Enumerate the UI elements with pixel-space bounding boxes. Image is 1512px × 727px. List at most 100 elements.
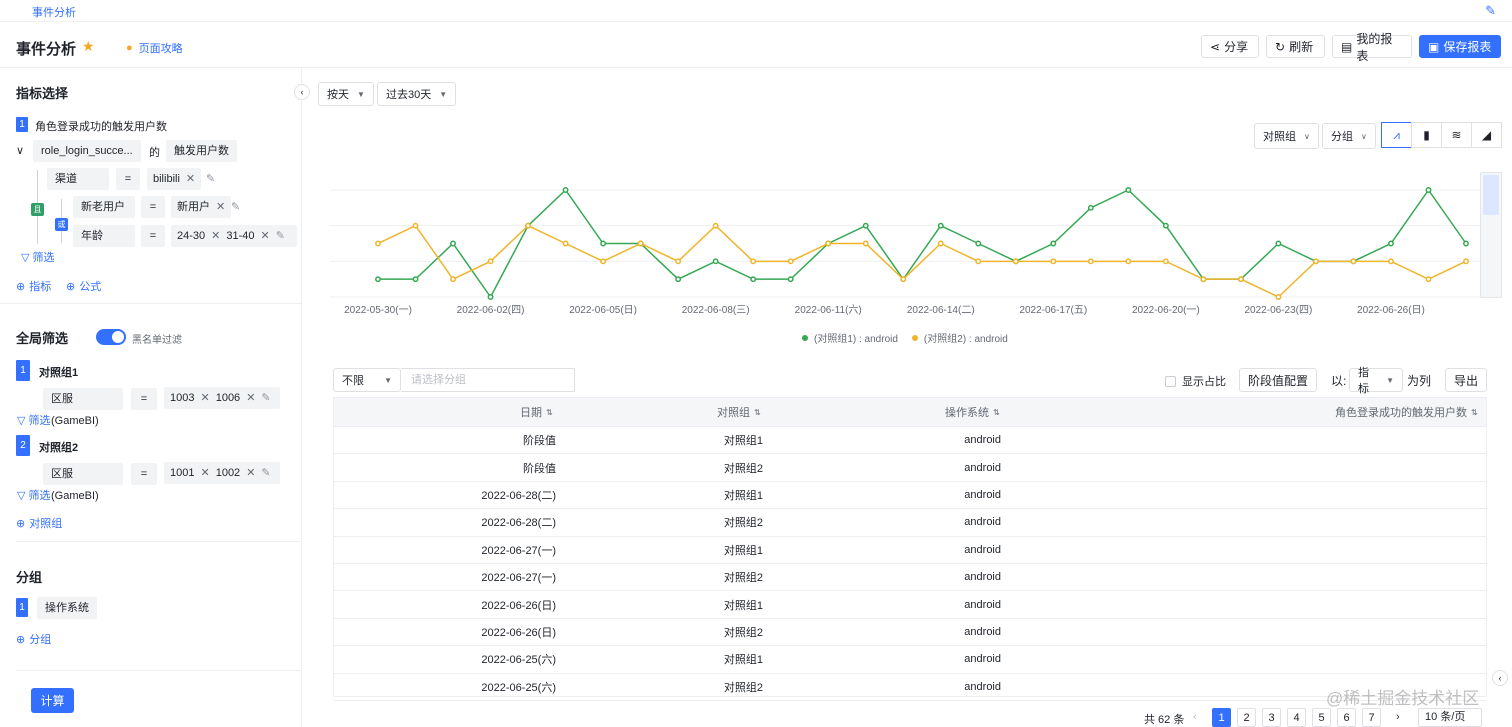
legend-item[interactable]: (对照组2) : android [911, 330, 1008, 345]
page-button[interactable]: 5 [1312, 708, 1331, 727]
next-page-icon[interactable]: › [1396, 711, 1400, 723]
compute-button[interactable]: 计算 [31, 688, 74, 713]
table-row[interactable]: 2022-06-26(日) 对照组1 android [334, 591, 1486, 619]
data-point[interactable] [1125, 258, 1132, 265]
data-point[interactable] [1087, 258, 1094, 265]
close-icon[interactable]: ✕ [260, 230, 270, 242]
data-point[interactable] [937, 240, 944, 247]
chart-zoom-slider[interactable] [1480, 172, 1502, 298]
data-point[interactable] [487, 258, 494, 265]
group-value-box[interactable]: 1003 ✕ 1006 ✕ ✎ [164, 387, 280, 409]
scroll-left-button[interactable]: ‹ [1492, 670, 1508, 686]
page-button[interactable]: 2 [1237, 708, 1256, 727]
data-point[interactable] [1425, 276, 1432, 283]
data-point[interactable] [787, 258, 794, 265]
export-button[interactable]: 导出 [1445, 368, 1488, 392]
bar-chart-button[interactable]: ▮ [1411, 122, 1442, 148]
data-point[interactable] [712, 258, 719, 265]
add-formula-link[interactable]: ⊕ 公式 [66, 278, 101, 294]
my-reports-button[interactable]: ▤ 我的报表 [1332, 32, 1412, 63]
pencil-icon[interactable]: ✎ [261, 392, 271, 404]
group-op[interactable]: = [131, 463, 157, 485]
close-icon[interactable]: ✕ [246, 392, 256, 404]
page-size-select[interactable]: 10 条/页 [1418, 708, 1482, 727]
close-icon[interactable]: ✕ [185, 173, 196, 185]
table-row[interactable]: 2022-06-28(二) 对照组1 android [334, 482, 1486, 510]
data-point[interactable] [1350, 258, 1357, 265]
group-name[interactable]: 对照组2 [39, 442, 79, 454]
star-icon[interactable]: ★ [82, 38, 95, 54]
prev-page-icon[interactable]: ‹ [1193, 711, 1197, 723]
group-search-input[interactable]: 请选择分组 [401, 368, 575, 392]
data-point[interactable] [1388, 258, 1394, 265]
data-point[interactable] [450, 276, 456, 283]
blacklist-toggle[interactable] [96, 329, 126, 345]
filter-op[interactable]: = [141, 225, 165, 247]
data-point[interactable] [900, 276, 907, 283]
collapse-panel-button[interactable]: ‹ [294, 84, 310, 100]
table-row[interactable]: 2022-06-25(六) 对照组2 android [334, 674, 1486, 701]
close-icon[interactable]: ✕ [211, 230, 221, 242]
data-point[interactable] [1388, 240, 1394, 247]
data-point[interactable] [1463, 240, 1469, 247]
data-point[interactable] [937, 222, 944, 229]
data-point[interactable] [1162, 258, 1169, 265]
data-point[interactable] [1012, 258, 1019, 265]
pencil-icon[interactable]: ✎ [275, 230, 285, 242]
show-ratio-checkbox[interactable]: 显示占比 [1165, 373, 1226, 389]
data-point[interactable] [375, 276, 381, 283]
add-grouping-link[interactable]: ⊕ 分组 [16, 631, 51, 647]
table-row[interactable]: 阶段值 对照组1 android [334, 427, 1486, 455]
column-header-metric[interactable]: 角色登录成功的触发用户数 ⇅ [1335, 398, 1478, 426]
pencil-icon[interactable]: ✎ [206, 173, 216, 185]
pencil-icon[interactable]: ✎ [231, 201, 241, 213]
group-name[interactable]: 对照组1 [39, 367, 79, 379]
date-range-select[interactable]: 过去30天 ▼ [377, 82, 457, 106]
data-point[interactable] [825, 240, 832, 247]
logic-or-toggle[interactable]: 或 [55, 218, 68, 231]
data-point[interactable] [1200, 276, 1207, 283]
close-icon[interactable]: ✕ [246, 467, 256, 479]
stacked-chart-button[interactable]: ≋ [1441, 122, 1472, 148]
data-point[interactable] [975, 258, 982, 265]
close-icon[interactable]: ✕ [200, 467, 210, 479]
data-point[interactable] [375, 240, 381, 247]
filter-field-channel[interactable]: 渠道 [47, 168, 109, 190]
group-value-box[interactable]: 1001 ✕ 1002 ✕ ✎ [164, 462, 280, 484]
add-metric-link[interactable]: ⊕ 指标 [16, 278, 51, 294]
group-field[interactable]: 区服(GameBI) [43, 388, 123, 427]
filter-field-user-type[interactable]: 新老用户 [73, 196, 135, 218]
group-filter-link[interactable]: ▽ 筛选 [17, 487, 50, 503]
breadcrumb[interactable]: 事件分析 [32, 7, 76, 19]
column-header-group[interactable]: 对照组 ⇅ [717, 398, 761, 426]
data-point[interactable] [637, 240, 644, 247]
refresh-button[interactable]: ↻ 刷新 [1266, 35, 1325, 58]
data-point[interactable] [1425, 187, 1432, 193]
add-group-link[interactable]: ⊕ 对照组 [16, 515, 62, 531]
compare-select[interactable]: 对照组 ∨ [1254, 123, 1319, 149]
data-point[interactable] [675, 258, 682, 265]
data-point[interactable] [1162, 222, 1169, 229]
line-chart-button[interactable]: ⩘ [1381, 122, 1412, 148]
data-point[interactable] [1312, 258, 1319, 265]
grouping-item[interactable]: 操作系统 [37, 597, 97, 619]
data-point[interactable] [562, 187, 569, 193]
data-point[interactable] [487, 294, 494, 300]
save-report-button[interactable]: ▣ 保存报表 [1419, 35, 1501, 58]
data-point[interactable] [1463, 258, 1469, 265]
filter-value-box[interactable]: 24-30 ✕ 31-40 ✕ ✎ [171, 225, 297, 247]
table-row[interactable]: 2022-06-27(一) 对照组2 android [334, 564, 1486, 592]
data-point[interactable] [1050, 258, 1057, 265]
data-point[interactable] [600, 258, 607, 265]
pencil-icon[interactable]: ✎ [261, 467, 271, 479]
table-filter-select[interactable]: 不限 ▼ [333, 368, 401, 392]
page-button[interactable]: 3 [1262, 708, 1281, 727]
edit-icon[interactable]: ✎ [1485, 3, 1496, 18]
table-row[interactable]: 2022-06-27(一) 对照组1 android [334, 537, 1486, 564]
data-point[interactable] [412, 222, 419, 229]
page-button[interactable]: 1 [1212, 708, 1231, 727]
metric-name[interactable]: 角色登录成功的触发用户数 [35, 121, 167, 133]
page-guide-link[interactable]: ● 页面攻略 [126, 40, 183, 56]
close-icon[interactable]: ✕ [216, 201, 226, 213]
group-select[interactable]: 分组 ∨ [1322, 123, 1376, 149]
